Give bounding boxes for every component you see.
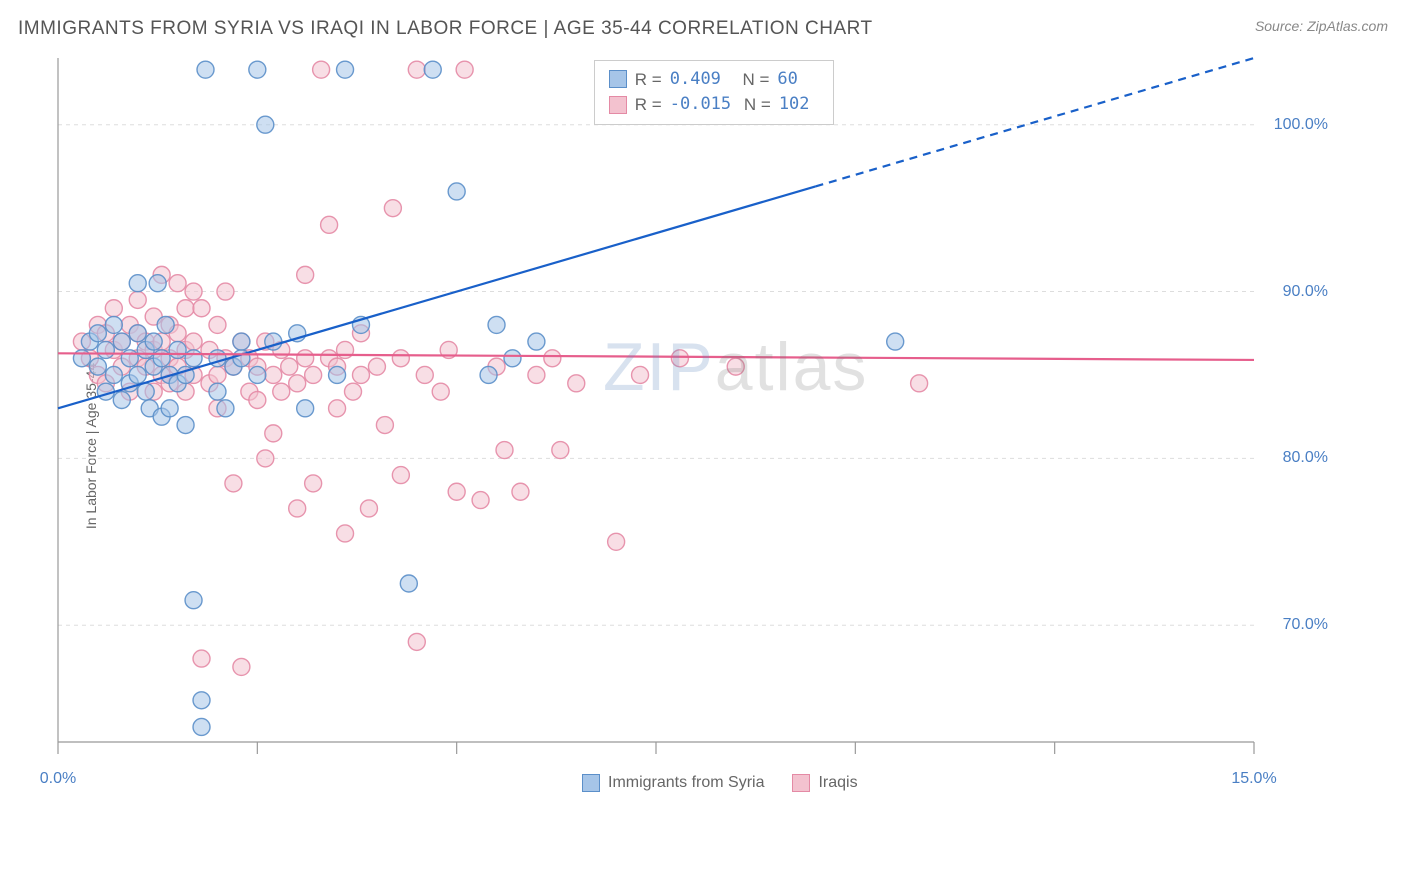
stats-n-label: N = xyxy=(739,92,771,118)
legend-swatch-icon xyxy=(609,96,627,114)
y-tick-label: 70.0% xyxy=(1283,616,1328,634)
stats-n-value: 102 xyxy=(779,92,819,118)
chart-header: IMMIGRANTS FROM SYRIA VS IRAQI IN LABOR … xyxy=(18,18,1388,40)
legend-item: Iraqis xyxy=(792,774,857,792)
stats-r-value: 0.409 xyxy=(670,67,730,93)
legend-swatch-icon xyxy=(792,774,810,792)
x-tick-label: 15.0% xyxy=(1231,770,1276,788)
chart-plot-area: ZIPatlas R =0.409 N =60R =-0.015 N =102 … xyxy=(52,52,1342,802)
y-tick-label: 100.0% xyxy=(1274,116,1328,134)
legend-swatch-icon xyxy=(609,70,627,88)
legend-label: Iraqis xyxy=(818,774,857,792)
scatter-plot-svg xyxy=(52,52,1342,802)
bottom-legend: Immigrants from Syria Iraqis xyxy=(582,774,858,792)
legend-label: Immigrants from Syria xyxy=(608,774,764,792)
y-tick-label: 90.0% xyxy=(1283,283,1328,301)
x-tick-label: 0.0% xyxy=(40,770,76,788)
correlation-stats-box: R =0.409 N =60R =-0.015 N =102 xyxy=(594,60,834,125)
stats-r-label: R = xyxy=(635,92,662,118)
legend-item: Immigrants from Syria xyxy=(582,774,764,792)
stats-row: R = -0.015 N = 102 xyxy=(609,92,819,118)
stats-row: R = 0.409 N = 60 xyxy=(609,67,819,93)
chart-source: Source: ZipAtlas.com xyxy=(1255,18,1388,34)
stats-n-label: N = xyxy=(738,67,770,93)
stats-r-label: R = xyxy=(635,67,662,93)
stats-n-value: 60 xyxy=(777,67,817,93)
stats-r-value: -0.015 xyxy=(670,92,731,118)
chart-title: IMMIGRANTS FROM SYRIA VS IRAQI IN LABOR … xyxy=(18,18,873,40)
legend-swatch-icon xyxy=(582,774,600,792)
y-tick-label: 80.0% xyxy=(1283,449,1328,467)
